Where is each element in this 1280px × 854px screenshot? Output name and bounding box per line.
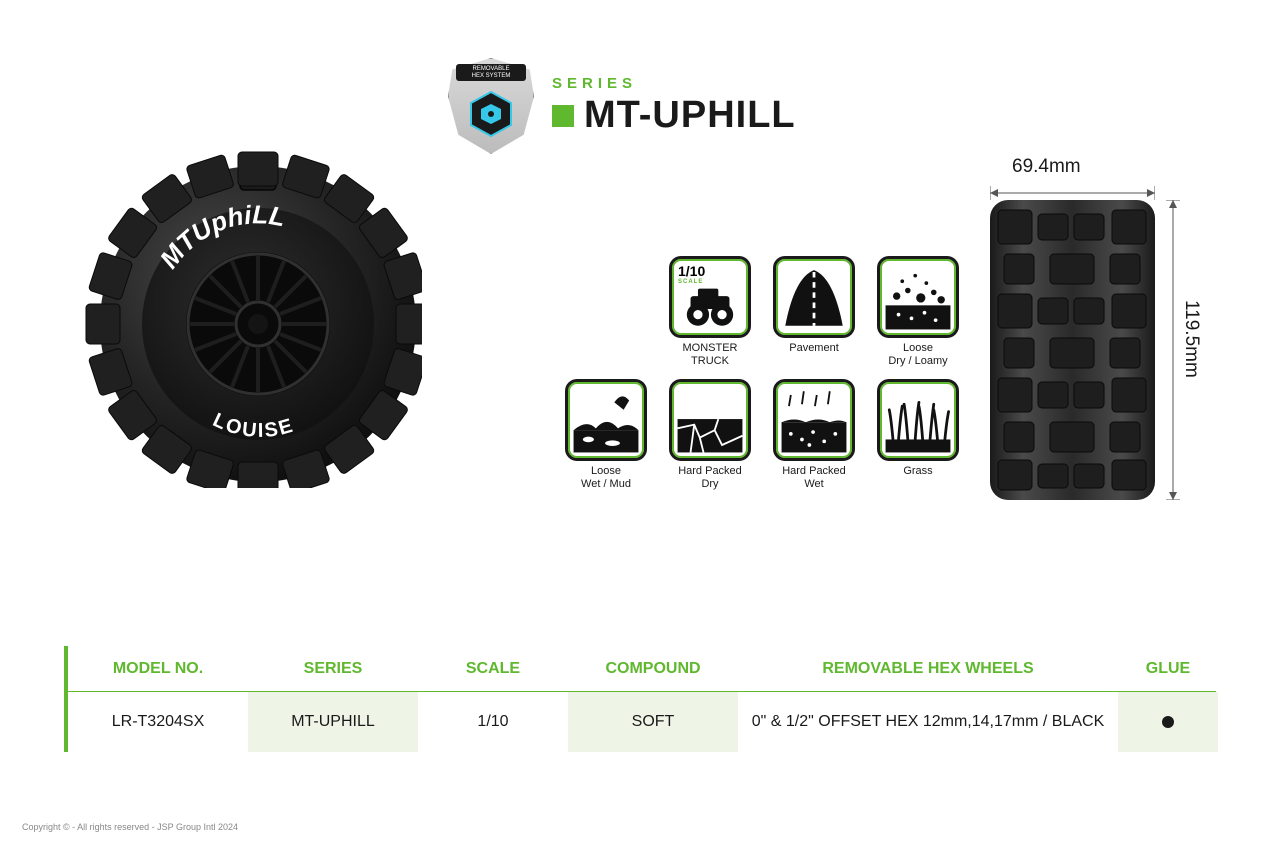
- hex-icon: [467, 90, 515, 138]
- terrain-grid: 1/10 SCALE MONSTER TRUCK: [560, 256, 970, 491]
- cell-scale: 1/10: [418, 692, 568, 752]
- col-scale: SCALE: [418, 660, 568, 678]
- series-title-block: SERIES MT-UPHILL: [552, 75, 796, 137]
- terrain-monster-truck: 1/10 SCALE MONSTER TRUCK: [664, 256, 756, 367]
- terrain-pavement: Pavement: [768, 256, 860, 367]
- terrain-hard-wet: Hard Packed Wet: [768, 379, 860, 490]
- cell-model: LR-T3204SX: [68, 692, 248, 752]
- green-square-icon: [552, 105, 574, 127]
- dim-height-line: [1166, 200, 1180, 500]
- terrain-grass: Grass: [872, 379, 964, 490]
- copyright-text: Copyright © - All rights reserved - JSP …: [22, 822, 238, 832]
- series-name: MT-UPHILL: [584, 94, 796, 137]
- col-glue: GLUE: [1118, 660, 1218, 678]
- glue-dot-icon: [1162, 716, 1174, 728]
- col-series: SERIES: [248, 660, 418, 678]
- terrain-hard-dry: Hard Packed Dry: [664, 379, 756, 490]
- header: REMOVABLE HEX SYSTEM SERIES MT-UPHILL: [448, 58, 796, 154]
- tire-main-image: MTUphiLL LOUISE: [82, 148, 422, 488]
- terrain-label: MONSTER TRUCK: [664, 342, 756, 367]
- terrain-label: Pavement: [789, 342, 839, 355]
- terrain-label: Hard Packed Wet: [782, 465, 846, 490]
- terrain-loose-dry: Loose Dry / Loamy: [872, 256, 964, 367]
- cell-glue: [1118, 692, 1218, 752]
- terrain-label: Hard Packed Dry: [678, 465, 742, 490]
- terrain-label: Loose Wet / Mud: [581, 465, 631, 490]
- terrain-loose-wet: Loose Wet / Mud: [560, 379, 652, 490]
- col-wheels: REMOVABLE HEX WHEELS: [738, 660, 1118, 678]
- cell-series: MT-UPHILL: [248, 692, 418, 752]
- col-model: MODEL NO.: [68, 660, 248, 678]
- badge-top-text: REMOVABLE HEX SYSTEM: [456, 64, 526, 81]
- spec-table: MODEL NO. SERIES SCALE COMPOUND REMOVABL…: [64, 646, 1216, 752]
- spec-header-row: MODEL NO. SERIES SCALE COMPOUND REMOVABL…: [64, 646, 1216, 692]
- tread-image: [990, 200, 1155, 500]
- terrain-label: Loose Dry / Loamy: [888, 342, 947, 367]
- dim-width-line: [990, 186, 1155, 200]
- spec-data-row: LR-T3204SX MT-UPHILL 1/10 SOFT 0" & 1/2"…: [64, 692, 1216, 752]
- cell-wheels: 0" & 1/2" OFFSET HEX 12mm,14,17mm / BLAC…: [738, 692, 1118, 752]
- tread-dimension-area: 69.4mm 119.5mm: [980, 160, 1230, 520]
- series-label: SERIES: [552, 75, 796, 92]
- dim-width-label: 69.4mm: [1012, 156, 1081, 178]
- col-compound: COMPOUND: [568, 660, 738, 678]
- cell-compound: SOFT: [568, 692, 738, 752]
- hex-system-badge: REMOVABLE HEX SYSTEM: [448, 58, 534, 154]
- dim-height-label: 119.5mm: [1180, 300, 1202, 378]
- terrain-label: Grass: [903, 465, 932, 478]
